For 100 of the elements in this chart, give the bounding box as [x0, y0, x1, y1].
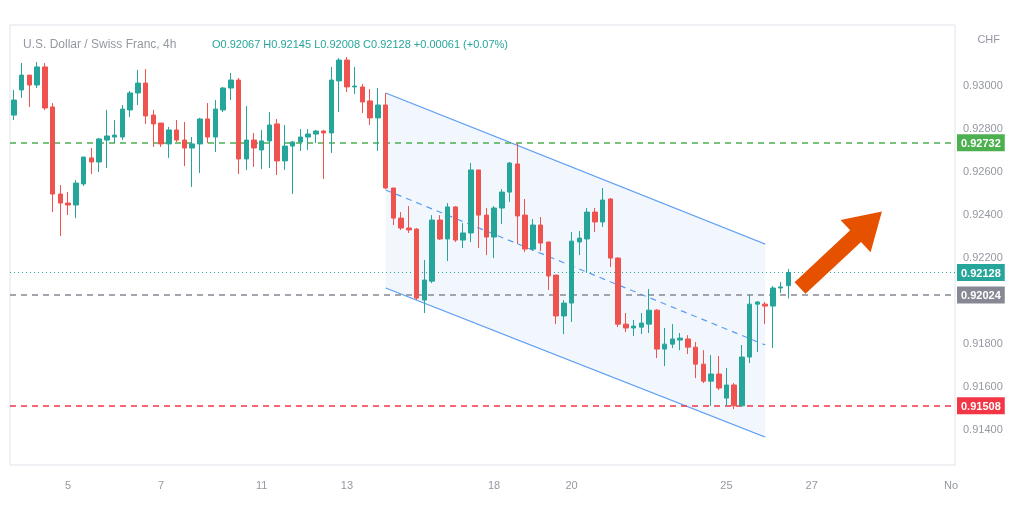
candlestick: [197, 117, 203, 174]
candlestick: [693, 341, 698, 379]
candlestick: [166, 126, 172, 159]
x-tick-label: 20: [565, 478, 578, 491]
candlestick: [608, 197, 613, 268]
x-tick-label: No: [944, 478, 959, 491]
candlestick: [755, 300, 760, 353]
ref-line-label: 0.92128: [961, 266, 1001, 279]
candlestick: [205, 102, 210, 144]
candlestick: [236, 77, 241, 175]
candlestick: [515, 142, 520, 245]
candlestick: [623, 312, 629, 333]
y-tick-label: 0.91600: [963, 380, 1003, 393]
y-tick-label: 0.93000: [963, 79, 1003, 91]
candlestick: [561, 299, 567, 335]
candlestick: [120, 104, 125, 141]
candlestick: [367, 88, 373, 126]
candlestick: [290, 140, 295, 195]
y-tick-label: 0.92400: [963, 208, 1003, 221]
candlestick: [313, 129, 319, 144]
candlestick: [507, 161, 512, 203]
candlestick: [770, 285, 776, 349]
candlestick: [298, 128, 303, 152]
candlestick: [65, 191, 71, 216]
candlestick: [73, 179, 79, 219]
candlestick: [89, 147, 94, 175]
candlestick: [174, 119, 179, 143]
candlestick: [437, 214, 443, 241]
candlestick: [182, 121, 187, 167]
x-tick-label: 18: [487, 478, 501, 491]
candlestick: [251, 132, 257, 168]
candlestick: [731, 382, 737, 410]
candlestick: [305, 128, 311, 151]
candlestick: [546, 241, 551, 291]
candlestick: [685, 334, 691, 355]
candlestick: [701, 349, 706, 384]
y-tick-label: 0.91800: [963, 337, 1003, 350]
candlestick: [244, 105, 249, 171]
candlestick: [282, 124, 288, 171]
candlestick: [615, 256, 621, 328]
candlestick: [716, 355, 722, 391]
candlestick: [778, 281, 783, 294]
candlestick: [739, 344, 745, 407]
candlestick: [143, 68, 148, 125]
candlestick: [453, 205, 458, 243]
x-tick-label: 11: [256, 478, 268, 491]
candlestick: [530, 218, 536, 252]
candlestick: [484, 207, 489, 256]
x-tick-label: 7: [157, 478, 165, 491]
candlestick: [34, 61, 40, 89]
candlestick: [19, 62, 24, 99]
candlestick: [336, 57, 342, 113]
candlestick: [112, 119, 117, 144]
candlestick: [81, 156, 86, 187]
y-tick-label: 0.91400: [963, 423, 1003, 436]
candlestick: [259, 129, 264, 170]
candlestick: [747, 294, 752, 364]
y-tick-label: 0.92800: [963, 122, 1003, 135]
text: CHF: [977, 32, 1001, 45]
candlestick: [445, 202, 450, 262]
candlestick: [538, 216, 543, 252]
candlestick: [27, 74, 32, 108]
candlestick: [553, 274, 559, 325]
candlestick: [329, 66, 334, 154]
candlestick: [414, 227, 419, 301]
candlestick: [135, 69, 141, 106]
candlestick: [321, 129, 326, 180]
candlestick: [468, 162, 474, 243]
candlestick: [460, 222, 466, 249]
candlestick: [491, 205, 497, 259]
candlestick: [267, 111, 272, 169]
candlestick: [220, 86, 226, 113]
candlestick: [104, 109, 110, 169]
candlestick: [383, 92, 388, 190]
x-tick-label: 13: [340, 478, 354, 491]
candlestick: [213, 99, 218, 153]
candlestick: [600, 187, 605, 228]
candlestick: [662, 327, 667, 367]
candlestick: [58, 184, 63, 237]
candlestick: [11, 89, 17, 121]
candlestick: [708, 354, 714, 407]
candlestick: [42, 62, 48, 111]
x-tick-label: 25: [720, 478, 733, 491]
candlestick: [96, 137, 102, 173]
text: U.S. Dollar / Swiss Franc, 4h: [23, 37, 177, 51]
candlestick: [677, 332, 683, 351]
candlestick: [127, 90, 133, 118]
candlestick: [344, 56, 350, 93]
candlestick: [786, 268, 791, 299]
candlestick: [158, 122, 164, 148]
candlestick: [391, 187, 396, 226]
candlestick: [522, 198, 528, 253]
candlestick: [189, 136, 195, 188]
y-tick-label: 0.92200: [963, 251, 1003, 264]
candlestick: [670, 323, 675, 349]
y-tick-label: 0.92600: [963, 165, 1003, 178]
candlestick: [360, 83, 365, 114]
x-tick-label: 27: [805, 478, 818, 491]
candlestick: [592, 207, 598, 233]
candlestick: [429, 214, 435, 284]
